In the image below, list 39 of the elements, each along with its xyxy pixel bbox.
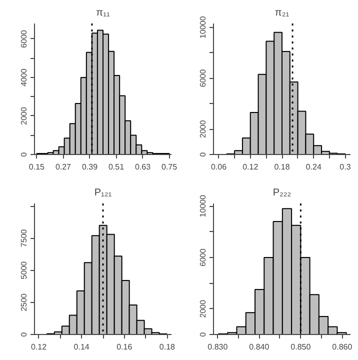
x-tick-label: 0.75: [162, 162, 178, 172]
chart-title: P₁₂₁: [94, 188, 112, 198]
y-tick-label: 2000: [20, 106, 28, 125]
y-tick-label: 6000: [198, 248, 208, 266]
chart-title: π₂₁: [274, 8, 290, 18]
x-tick-label: 0.830: [208, 342, 228, 352]
y-tick-label: 10000: [198, 194, 208, 218]
x-tick-label: 0.14: [74, 342, 90, 352]
x-tick-label: 0.63: [134, 162, 152, 172]
y-tick-label: 7500: [20, 228, 28, 248]
y-tick-label: 2000: [198, 299, 208, 318]
x-tick-label: 0.12: [242, 162, 259, 172]
x-tick-label: 0.15: [28, 162, 46, 172]
x-tick-label: 0.860: [332, 342, 353, 352]
y-tick-label: 2000: [198, 120, 208, 138]
chart-title: P₂₂₂: [272, 188, 292, 198]
x-tick-label: 0.24: [306, 162, 322, 172]
x-tick-label: 0.12: [30, 342, 48, 352]
x-tick-label: 0.27: [55, 162, 72, 172]
x-tick-label: 0.51: [108, 162, 125, 172]
y-tick-label: 0: [198, 332, 208, 337]
x-tick-label: 0.16: [116, 342, 133, 352]
y-tick-label: 10000: [198, 16, 208, 38]
x-tick-label: 0.06: [210, 162, 228, 172]
y-tick-label: 6000: [20, 29, 28, 48]
x-tick-label: 0.18: [274, 162, 290, 172]
y-tick-label: 0: [20, 152, 28, 157]
x-tick-label: 0.39: [82, 162, 98, 172]
x-tick-label: 0.3: [340, 162, 352, 172]
x-tick-label: 0.18: [159, 342, 176, 352]
y-tick-label: 0: [198, 152, 208, 157]
y-tick-label: 4000: [20, 68, 28, 86]
x-tick-label: 0.840: [249, 342, 270, 352]
x-tick-label: 0.850: [290, 342, 312, 352]
chart-title: π₁₁: [96, 8, 110, 18]
y-tick-label: 6000: [198, 68, 208, 88]
y-tick-label: 0: [20, 332, 28, 337]
y-tick-label: 5000: [20, 260, 28, 280]
y-tick-label: 2500: [20, 292, 28, 312]
